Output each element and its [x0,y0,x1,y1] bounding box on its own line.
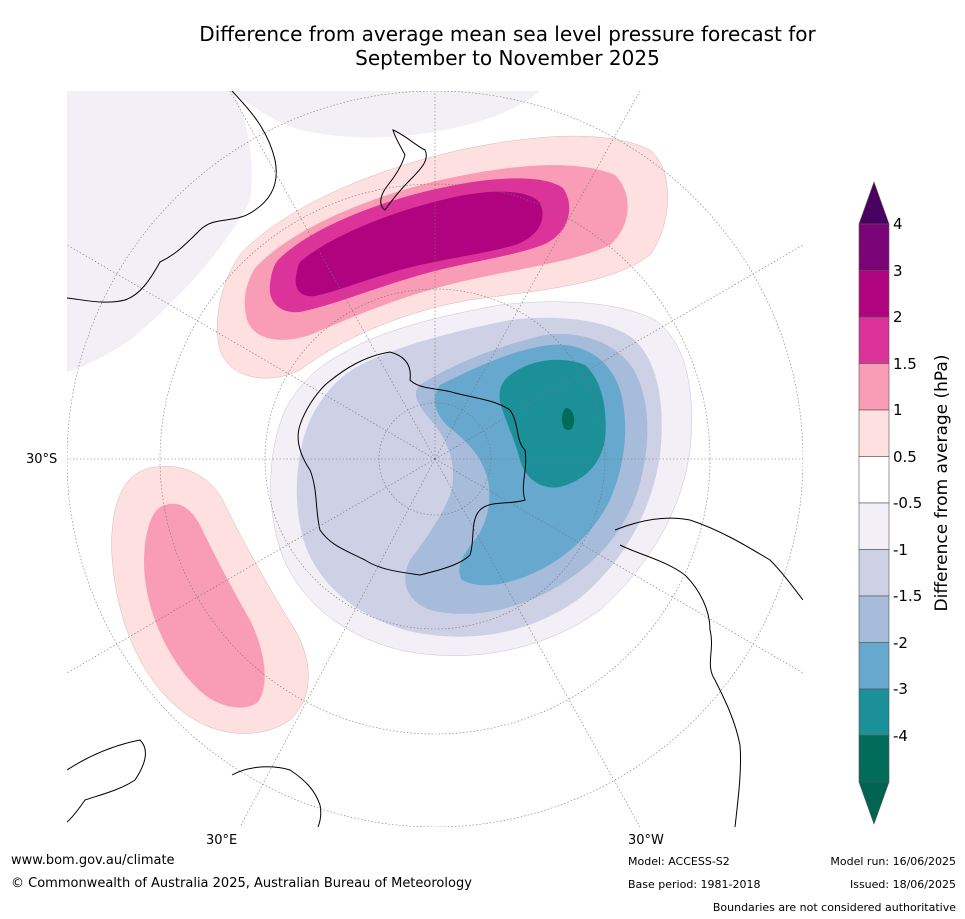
colorbar-segment [858,363,890,411]
colorbar-over-arrow [858,181,890,225]
colorbar-segment [858,316,890,364]
coast-australia-east [67,91,277,303]
title-line-2: September to November 2025 [355,46,660,70]
chart-title: Difference from average mean sea level p… [0,22,965,70]
colorbar-tick-label: 1 [893,401,903,419]
footer-issued: Issued: 18/06/2025 [849,878,956,891]
coast-antarctica [297,351,527,576]
footer-model-run: Model run: 16/06/2025 [830,855,956,868]
lat-label-30s: 30°S [26,452,58,467]
anomaly-minus4-antarctic [561,408,575,431]
colorbar [858,181,890,825]
colorbar-tick-label: -3 [893,680,908,698]
footer-model: Model: ACCESS-S2 [628,855,730,868]
coast-south-america [614,517,803,601]
colorbar-title: Difference from average (hPa) [932,354,952,612]
coast-new-zealand [380,129,427,211]
footer-base-period: Base period: 1981-2018 [628,878,761,891]
colorbar-tick-label: 2 [893,308,903,326]
colorbar-segment [858,595,890,643]
colorbar-tick-label: -0.5 [893,494,923,512]
colorbar-tick-label: 0.5 [893,447,917,466]
colorbar-segment [858,409,890,457]
map-area [67,91,803,827]
colorbar-tick-label: -4 [893,726,908,745]
colorbar-tick-label: -1.5 [893,587,923,605]
colorbar-tick-label: -2 [893,633,908,652]
footer-url: www.bom.gov.au/climate [11,853,175,868]
colorbar-tick-label: 1.5 [893,354,917,373]
colorbar-tick-label: -1 [893,540,908,559]
colorbar-segment [858,502,890,550]
colorbar-segment [858,270,890,318]
colorbar-segment [858,735,890,783]
title-line-1: Difference from average mean sea level p… [199,22,816,46]
colorbar-tick-label: 4 [893,215,903,233]
colorbar-segment [858,642,890,690]
graticule [67,91,803,827]
colorbar-segment [858,688,890,736]
colorbar-segment [858,456,890,504]
coast-africa [67,739,146,823]
lon-label-30w: 30°W [628,833,664,848]
colorbar-under-arrow [858,781,890,825]
coastlines [67,91,803,827]
anomaly-minus05-corner [67,124,175,185]
anomaly-1-west [144,503,265,708]
footer-disclaimer: Boundaries are not considered authoritat… [712,901,956,914]
anomaly-minus05-top [232,91,540,138]
colorbar-segment [858,223,890,271]
lon-label-30e: 30°E [206,833,238,848]
footer-copyright: © Commonwealth of Australia 2025, Austra… [11,876,472,891]
colorbar-segment [858,549,890,597]
coast-south-america-2 [619,544,742,827]
coast-madagascar [231,766,322,827]
colorbar-tick-label: 3 [893,261,903,280]
anomaly-minus3-antarctic [499,359,606,488]
anomaly-2-north [295,191,543,297]
